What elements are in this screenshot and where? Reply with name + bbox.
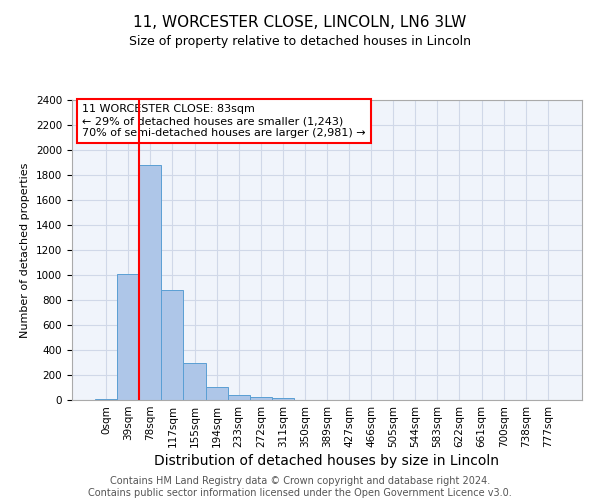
Bar xyxy=(117,274,139,400)
X-axis label: Distribution of detached houses by size in Lincoln: Distribution of detached houses by size … xyxy=(155,454,499,468)
Text: 11, WORCESTER CLOSE, LINCOLN, LN6 3LW: 11, WORCESTER CLOSE, LINCOLN, LN6 3LW xyxy=(133,15,467,30)
Bar xyxy=(206,387,227,400)
Bar xyxy=(227,395,250,400)
Bar xyxy=(161,290,184,400)
Bar xyxy=(272,398,294,400)
Bar xyxy=(250,397,272,400)
Bar xyxy=(184,362,206,400)
Bar xyxy=(95,399,117,400)
Bar xyxy=(139,165,161,400)
Text: Size of property relative to detached houses in Lincoln: Size of property relative to detached ho… xyxy=(129,35,471,48)
Y-axis label: Number of detached properties: Number of detached properties xyxy=(20,162,31,338)
Text: Contains HM Land Registry data © Crown copyright and database right 2024.
Contai: Contains HM Land Registry data © Crown c… xyxy=(88,476,512,498)
Text: 11 WORCESTER CLOSE: 83sqm
← 29% of detached houses are smaller (1,243)
70% of se: 11 WORCESTER CLOSE: 83sqm ← 29% of detac… xyxy=(82,104,366,138)
